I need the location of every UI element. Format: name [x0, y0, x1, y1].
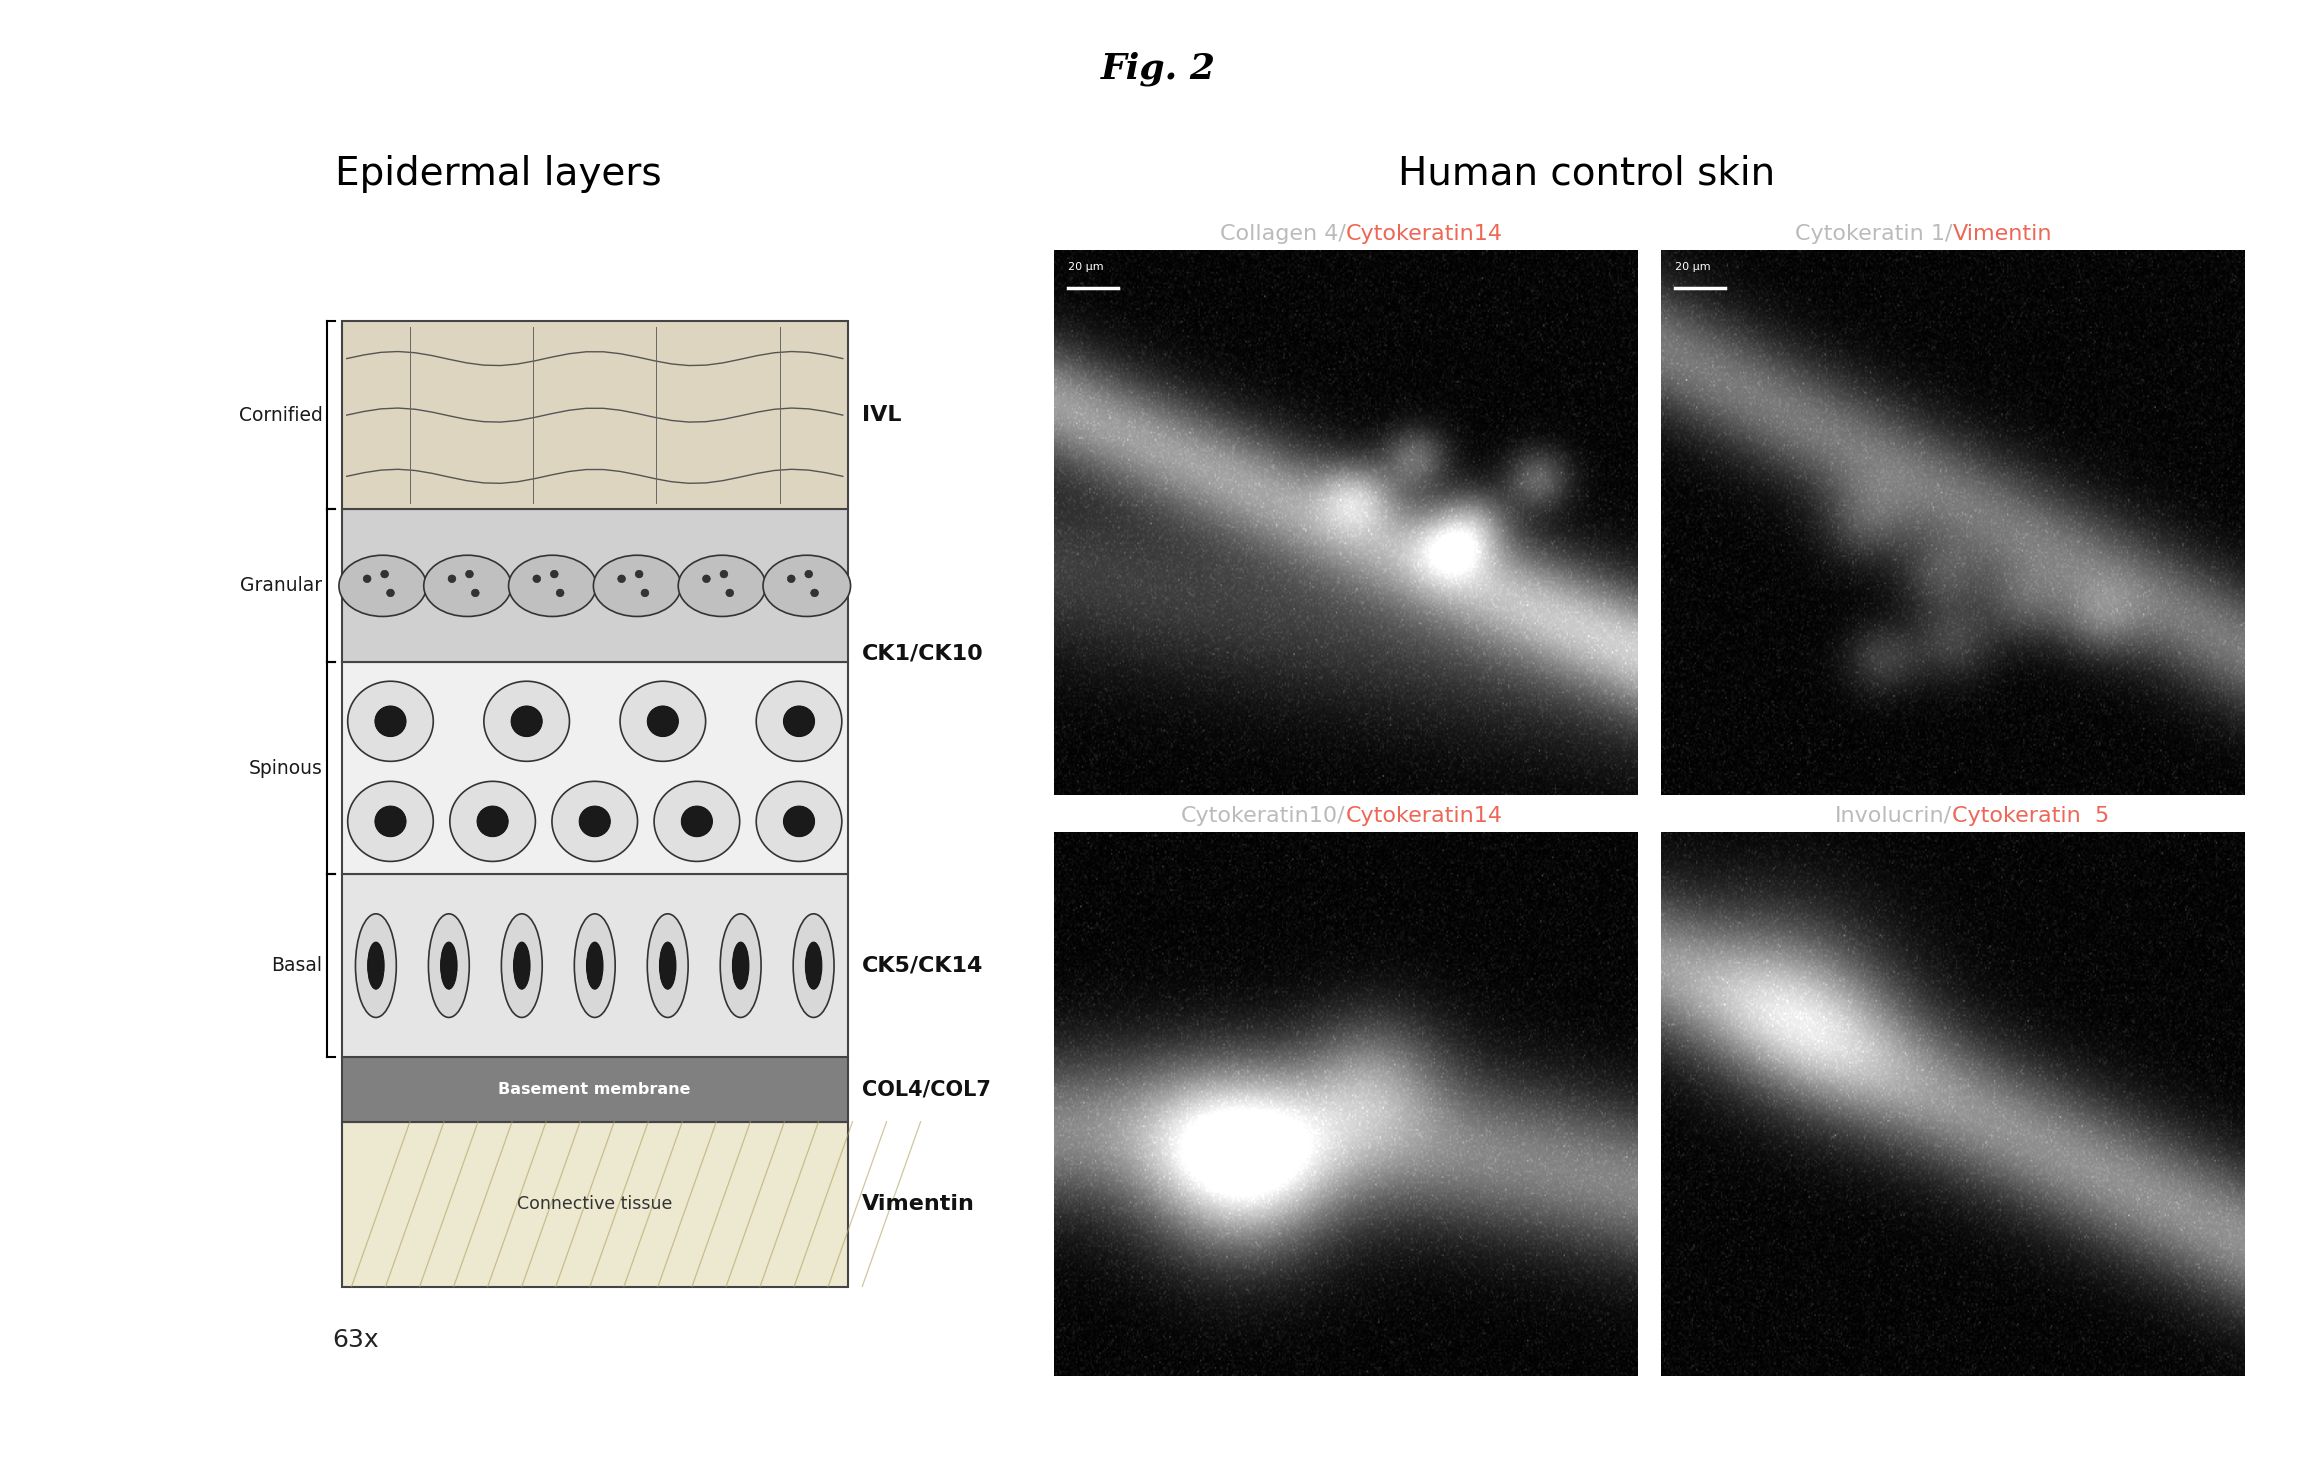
Ellipse shape [556, 589, 565, 596]
Ellipse shape [449, 782, 535, 861]
Ellipse shape [512, 707, 542, 736]
Ellipse shape [472, 589, 479, 596]
Text: Connective tissue: Connective tissue [516, 1195, 672, 1213]
Ellipse shape [364, 576, 371, 583]
Text: Cytokeratin14: Cytokeratin14 [1346, 805, 1503, 826]
Ellipse shape [579, 807, 611, 836]
Ellipse shape [347, 782, 433, 861]
Text: 20 μm: 20 μm [1068, 262, 1105, 272]
Ellipse shape [574, 914, 616, 1017]
Ellipse shape [635, 570, 644, 578]
Text: Fig. 2: Fig. 2 [1100, 52, 1216, 85]
Ellipse shape [375, 707, 405, 736]
Ellipse shape [551, 570, 558, 578]
Ellipse shape [593, 555, 681, 617]
Polygon shape [343, 1122, 848, 1287]
Polygon shape [343, 509, 848, 662]
Text: IVL: IVL [862, 405, 901, 425]
Ellipse shape [618, 576, 625, 583]
Ellipse shape [551, 782, 637, 861]
Ellipse shape [621, 682, 706, 761]
Text: CK5/CK14: CK5/CK14 [862, 955, 984, 976]
Ellipse shape [510, 555, 595, 617]
Ellipse shape [811, 589, 818, 596]
Ellipse shape [428, 914, 470, 1017]
Ellipse shape [368, 942, 384, 989]
Ellipse shape [387, 589, 394, 596]
Ellipse shape [424, 555, 512, 617]
Ellipse shape [338, 555, 426, 617]
Ellipse shape [762, 555, 850, 617]
Text: Granular: Granular [241, 577, 322, 595]
Ellipse shape [757, 782, 841, 861]
Ellipse shape [720, 570, 727, 578]
Ellipse shape [586, 942, 602, 989]
Text: Cytokeratin  5: Cytokeratin 5 [1952, 805, 2110, 826]
Ellipse shape [806, 942, 822, 989]
Ellipse shape [787, 576, 794, 583]
Polygon shape [343, 1057, 848, 1122]
Ellipse shape [681, 807, 713, 836]
Text: Vimentin: Vimentin [862, 1194, 975, 1214]
Text: 63x: 63x [331, 1328, 380, 1351]
Ellipse shape [720, 914, 762, 1017]
Ellipse shape [702, 576, 711, 583]
Text: Vimentin: Vimentin [1952, 224, 2052, 244]
Ellipse shape [732, 942, 748, 989]
Text: CK1/CK10: CK1/CK10 [862, 643, 984, 664]
Ellipse shape [646, 707, 679, 736]
Ellipse shape [783, 807, 815, 836]
Text: Basal: Basal [271, 957, 322, 974]
Polygon shape [343, 321, 848, 509]
Ellipse shape [783, 707, 815, 736]
Ellipse shape [653, 782, 739, 861]
Text: Spinous: Spinous [248, 760, 322, 777]
Text: COL4/COL7: COL4/COL7 [862, 1079, 991, 1100]
Polygon shape [343, 662, 848, 874]
Ellipse shape [477, 807, 507, 836]
Text: Basement membrane: Basement membrane [498, 1082, 690, 1097]
Ellipse shape [500, 914, 542, 1017]
Ellipse shape [642, 589, 648, 596]
Ellipse shape [725, 589, 734, 596]
Ellipse shape [375, 807, 405, 836]
Ellipse shape [354, 914, 396, 1017]
Text: Involucrin/: Involucrin/ [1834, 805, 1952, 826]
Polygon shape [343, 874, 848, 1057]
Ellipse shape [792, 914, 834, 1017]
Text: Cytokeratin10/: Cytokeratin10/ [1181, 805, 1346, 826]
Ellipse shape [679, 555, 767, 617]
Text: Collagen 4/: Collagen 4/ [1221, 224, 1346, 244]
Ellipse shape [514, 942, 530, 989]
Ellipse shape [447, 576, 456, 583]
Text: Human control skin: Human control skin [1399, 155, 1774, 193]
Ellipse shape [380, 570, 389, 578]
Ellipse shape [466, 570, 472, 578]
Ellipse shape [533, 576, 540, 583]
Text: Cytokeratin14: Cytokeratin14 [1346, 224, 1503, 244]
Ellipse shape [440, 942, 456, 989]
Text: Cornified: Cornified [239, 406, 322, 424]
Ellipse shape [660, 942, 676, 989]
Ellipse shape [757, 682, 841, 761]
Ellipse shape [347, 682, 433, 761]
Text: Cytokeratin 1/: Cytokeratin 1/ [1795, 224, 1952, 244]
Text: 20 μm: 20 μm [1674, 262, 1712, 272]
Ellipse shape [806, 570, 813, 578]
Ellipse shape [484, 682, 570, 761]
Text: Epidermal layers: Epidermal layers [334, 155, 662, 193]
Ellipse shape [646, 914, 688, 1017]
